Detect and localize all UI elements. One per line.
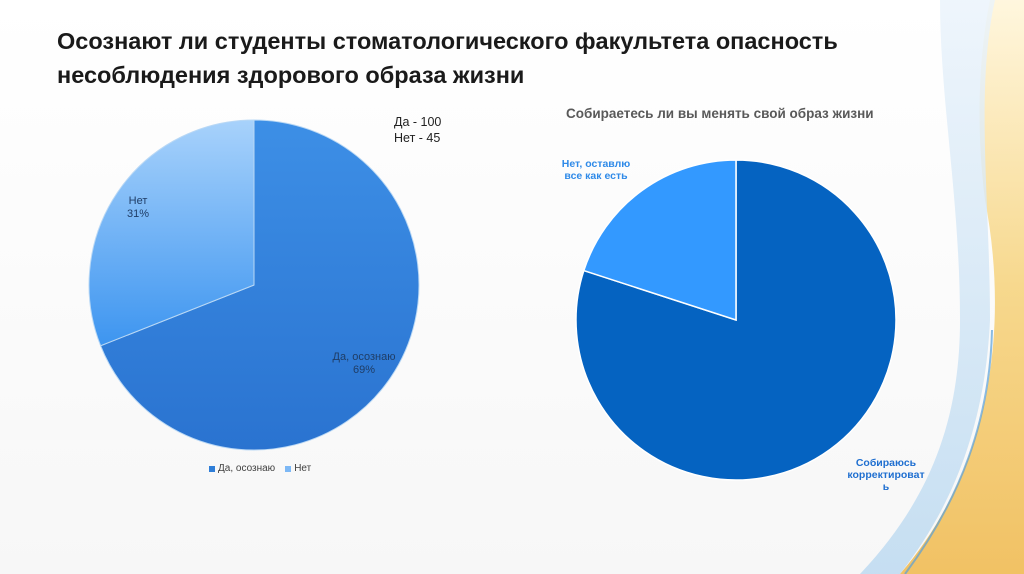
pie-chart-1: Да, осознаю 69% Нет 31% [88,119,420,451]
slide-title-line-2: несоблюдения здорового образа жизни [57,62,525,88]
pie-slice-2 [88,119,255,347]
slice-label-adjust: Собираюсь корректироват ь [847,457,924,493]
legend-item-no: Нет [285,463,311,474]
legend-swatch-yes [209,465,215,472]
slide-title-line-1: Осознают ли студенты стоматологического … [57,28,838,54]
pie-slice-1 [99,119,420,451]
pie-slice-2 [582,159,737,322]
counts-note-no: Нет - 45 [394,131,441,145]
slice-label-yes: Да, осознаю 69% [333,351,396,376]
pie-chart-2: Собираюсь корректироват ь Нет, оставлю все к… [562,158,925,493]
slice-label-no: Нет 31% [127,195,149,220]
legend-label-no: Нет [294,463,312,474]
legend-swatch-no [285,465,292,472]
legend-item-yes: Да, осознаю [209,463,275,474]
counts-note-yes: Да - 100 [394,115,442,129]
chart-2-title: Собираетесь ли вы менять свой образ жизн… [566,106,874,121]
counts-note: Да - 100 Нет - 45 [394,114,441,146]
legend-label-yes: Да, осознаю [218,463,276,474]
chart-1-legend: Да, осознаю Нет [209,463,311,474]
slide-title: Осознают ли студенты стоматологического … [57,24,937,92]
slice-label-keep: Нет, оставлю все как есть [562,158,631,182]
